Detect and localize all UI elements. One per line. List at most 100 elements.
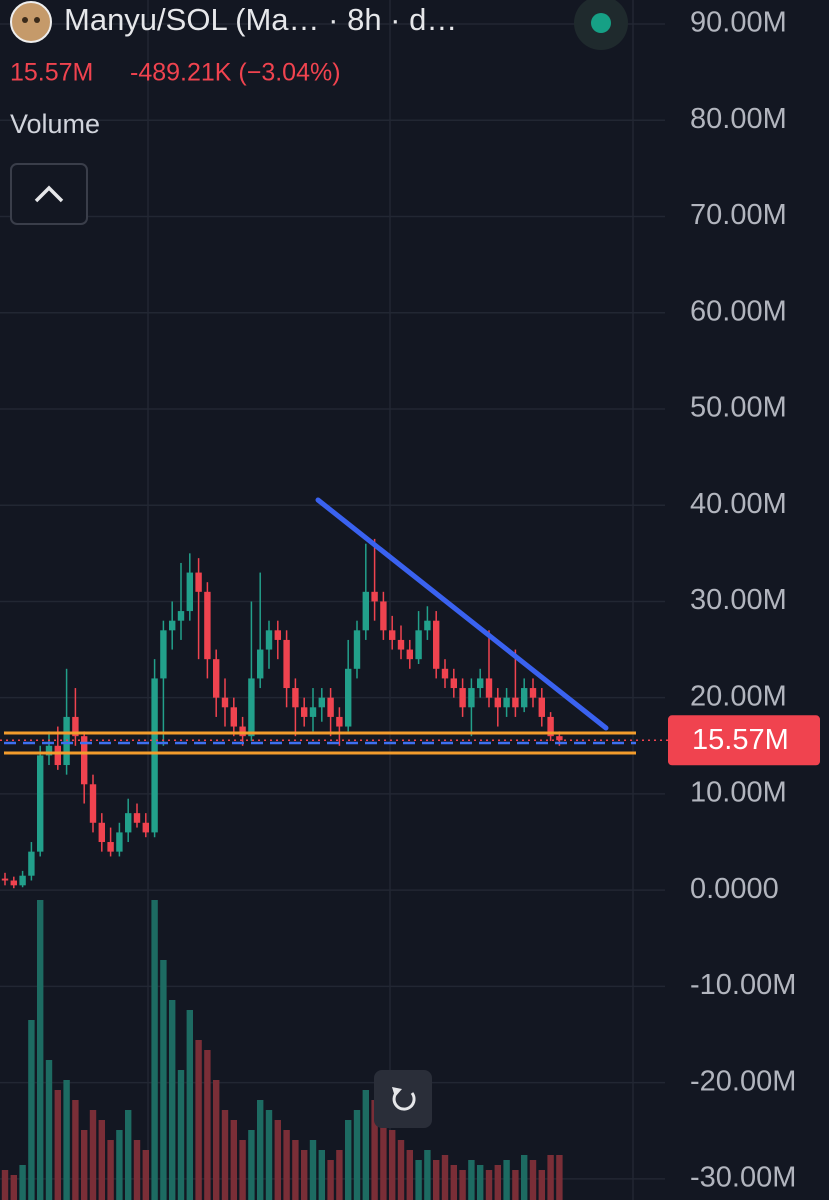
- volume-bar: [318, 1150, 325, 1200]
- candle-body: [239, 726, 246, 737]
- candle-body: [353, 630, 361, 669]
- candles: [1, 538, 563, 889]
- candle-body: [441, 668, 449, 679]
- candle-body: [81, 736, 88, 785]
- status-dot: [591, 13, 611, 33]
- volume-bar: [274, 1120, 281, 1200]
- last-price: 15.57M: [10, 59, 93, 87]
- candle-body: [529, 688, 537, 698]
- volume-bar: [406, 1150, 413, 1200]
- candle-body: [345, 668, 352, 727]
- volume-bar: [424, 1150, 431, 1200]
- volume-bar: [81, 1130, 88, 1200]
- candle-body: [107, 842, 114, 852]
- chevron-icon: [34, 185, 64, 203]
- candle-body: [204, 591, 211, 660]
- volume-bar: [195, 1040, 202, 1200]
- candle-body: [512, 697, 519, 708]
- candle-body: [406, 649, 413, 660]
- volume-bar: [362, 1090, 369, 1200]
- volume-bar: [301, 1150, 308, 1200]
- candle-body: [28, 851, 35, 876]
- volume-bar: [89, 1110, 97, 1200]
- volume-bar: [257, 1100, 264, 1200]
- candle-body: [521, 688, 528, 708]
- reset-icon-arrow: [392, 1087, 402, 1097]
- y-tick-label: 10.00M: [690, 777, 787, 809]
- candle-body: [292, 688, 299, 708]
- volume-bar: [98, 1120, 105, 1200]
- volume-bar: [133, 1140, 141, 1200]
- candle-body: [283, 639, 290, 689]
- volume-bar: [380, 1120, 387, 1200]
- candle-body: [133, 813, 141, 823]
- candle-body: [274, 630, 281, 640]
- volume-bar: [239, 1140, 246, 1200]
- candle-body: [248, 678, 255, 737]
- candle-body: [72, 716, 79, 737]
- volume-bar: [353, 1110, 361, 1200]
- volume-bar: [538, 1170, 545, 1200]
- volume-bar: [230, 1120, 237, 1200]
- candle-body: [459, 688, 466, 708]
- candle-body: [318, 697, 325, 708]
- reset-button[interactable]: [374, 1070, 432, 1128]
- volume-bar: [45, 1060, 53, 1200]
- volume-bar: [521, 1155, 528, 1200]
- y-tick-label: 90.00M: [690, 7, 787, 39]
- candle-body: [10, 880, 17, 886]
- y-tick-label: -10.00M: [690, 969, 796, 1001]
- volume-bar: [213, 1080, 220, 1200]
- volume-bar: [415, 1160, 422, 1200]
- avatar-eye: [22, 17, 28, 23]
- volume-bar: [248, 1130, 255, 1200]
- trend-line: [315, 497, 609, 731]
- candle-body: [371, 591, 378, 602]
- avatar[interactable]: [10, 1, 52, 43]
- volume-bar: [169, 1000, 176, 1200]
- volume-bar: [107, 1140, 114, 1200]
- candle-body: [195, 572, 202, 592]
- candle-body: [221, 697, 229, 708]
- y-tick-label: -30.00M: [690, 1161, 796, 1193]
- volume-bar: [160, 960, 167, 1200]
- candle-body: [265, 630, 273, 650]
- candle-body: [397, 639, 405, 650]
- candle-body: [257, 649, 264, 679]
- candle-body: [1, 878, 9, 881]
- y-tick-label: 20.00M: [690, 680, 787, 712]
- y-tick-label: 40.00M: [690, 488, 787, 520]
- volume-bar: [450, 1165, 457, 1200]
- candle-body: [477, 678, 484, 689]
- candle-body: [177, 611, 185, 621]
- volume-bar: [547, 1155, 554, 1200]
- candle-body: [151, 678, 158, 833]
- volume-bar: [28, 1020, 35, 1200]
- candle-body: [494, 697, 501, 708]
- candle-body: [213, 659, 220, 698]
- volume-bar: [125, 1110, 132, 1200]
- volume-bar: [142, 1150, 149, 1200]
- candle-body: [37, 755, 44, 852]
- y-tick-label: 80.00M: [690, 103, 787, 135]
- candle-body: [169, 620, 176, 631]
- reset-icon: [392, 1090, 416, 1111]
- price-change: -489.21K (−3.04%): [130, 59, 341, 87]
- candle-body: [45, 745, 53, 756]
- collapse-button[interactable]: [10, 163, 88, 225]
- volume-bar: [19, 1165, 26, 1200]
- volume-bar: [283, 1130, 290, 1200]
- candle-body: [336, 716, 343, 727]
- volume-bar: [63, 1080, 70, 1200]
- candle-body: [309, 707, 317, 717]
- symbol-title[interactable]: Manyu/SOL (Ma… · 8h · d…: [64, 2, 457, 37]
- volume-bar: [468, 1160, 475, 1200]
- volume-bar: [309, 1140, 317, 1200]
- volume-bar: [477, 1165, 484, 1200]
- volume-bar: [389, 1130, 396, 1200]
- candle-body: [116, 832, 123, 852]
- candle-body: [556, 736, 563, 741]
- volume-bar: [485, 1170, 493, 1200]
- volume-bar: [72, 1100, 79, 1200]
